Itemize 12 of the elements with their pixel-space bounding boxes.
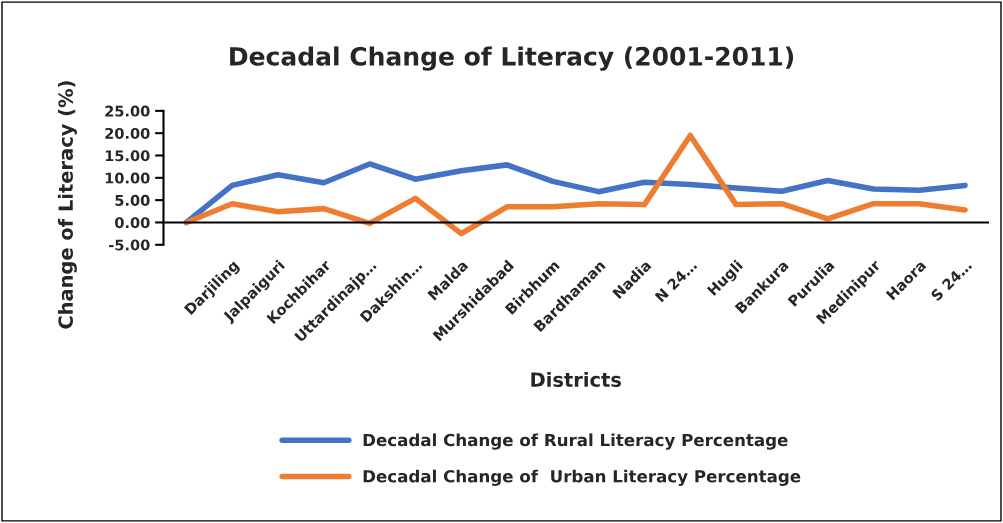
x-axis-title: Districts (531, 371, 621, 388)
y-tick-label: 0.00 (115, 217, 150, 229)
y-tick-label: -5.00 (109, 239, 150, 251)
chart-title: Decadal Change of Literacy (2001-2011) (230, 46, 794, 71)
y-tick-label: 5.00 (115, 194, 150, 206)
y-tick-label: 10.00 (105, 172, 150, 184)
y-tick-label: 25.00 (105, 105, 150, 117)
legend-label: Decadal Change of Urban Literacy Percentage (363, 469, 801, 486)
y-tick-label: 20.00 (105, 127, 150, 139)
y-tick-label: 15.00 (105, 150, 150, 162)
y-axis-title: Change of Literacy (%) (57, 81, 77, 329)
legend-label: Decadal Change of Rural Literacy Percentage (363, 433, 788, 450)
